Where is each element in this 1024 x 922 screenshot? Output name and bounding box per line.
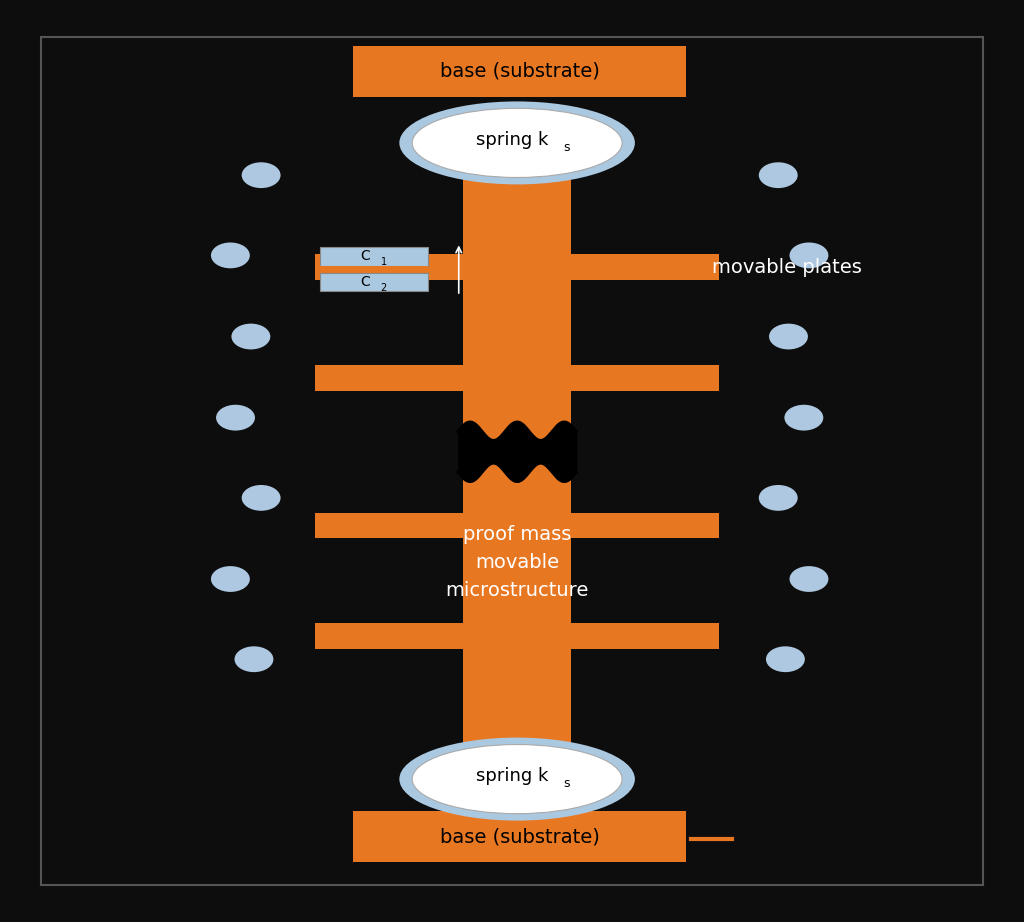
Bar [315, 513, 463, 538]
Text: spring k: spring k [476, 131, 548, 149]
Ellipse shape [784, 405, 823, 431]
Bar [571, 513, 719, 538]
Text: 2: 2 [381, 283, 387, 292]
Text: proof mass
movable
microstructure: proof mass movable microstructure [445, 525, 589, 600]
Ellipse shape [234, 646, 273, 672]
Text: spring k: spring k [476, 767, 548, 786]
Bar [319, 247, 428, 266]
Bar [315, 365, 463, 391]
Text: base (substrate): base (substrate) [439, 62, 600, 81]
Text: s: s [563, 777, 569, 790]
Text: C: C [360, 249, 370, 264]
Bar [319, 266, 428, 272]
Bar [571, 623, 719, 649]
Bar [353, 46, 686, 97]
Ellipse shape [216, 405, 255, 431]
Ellipse shape [242, 162, 281, 188]
Ellipse shape [242, 485, 281, 511]
Ellipse shape [399, 738, 635, 821]
Bar [353, 811, 686, 862]
Ellipse shape [231, 324, 270, 349]
Ellipse shape [412, 745, 623, 813]
Ellipse shape [211, 566, 250, 592]
Text: movable plates: movable plates [712, 258, 861, 277]
Ellipse shape [790, 242, 828, 268]
Ellipse shape [766, 646, 805, 672]
Bar [571, 365, 719, 391]
Bar [319, 273, 428, 291]
Ellipse shape [399, 101, 635, 184]
Ellipse shape [412, 109, 623, 178]
Ellipse shape [211, 242, 250, 268]
Text: s: s [563, 141, 569, 154]
Text: 1: 1 [381, 257, 387, 266]
Bar [571, 254, 719, 280]
Text: base (substrate): base (substrate) [439, 827, 600, 846]
Text: C: C [360, 275, 370, 290]
Bar [463, 134, 571, 788]
Ellipse shape [769, 324, 808, 349]
Ellipse shape [759, 485, 798, 511]
Bar [315, 623, 463, 649]
Ellipse shape [790, 566, 828, 592]
Bar [315, 254, 463, 280]
Ellipse shape [759, 162, 798, 188]
